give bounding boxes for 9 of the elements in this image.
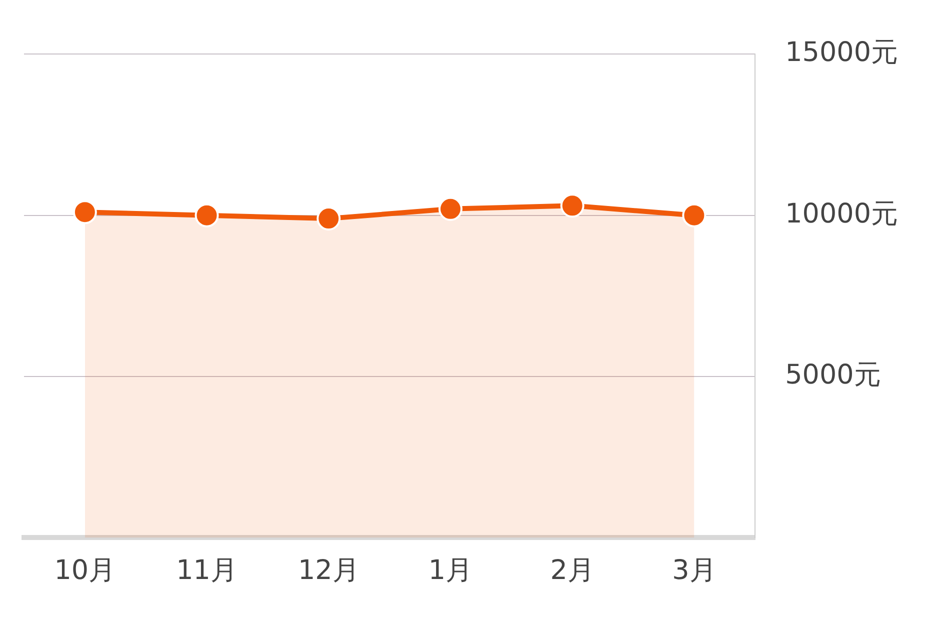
- y-tick-label: 10000元: [785, 198, 898, 230]
- x-tick-label: 1月: [428, 554, 473, 586]
- y-tick-label: 5000元: [785, 359, 881, 390]
- x-tick-label: 2月: [550, 554, 594, 586]
- x-tick-label: 3月: [672, 554, 716, 586]
- x-tick-label: 10月: [54, 554, 116, 586]
- x-tick-label: 11月: [176, 554, 238, 586]
- y-tick-label: 15000元: [785, 37, 898, 68]
- x-tick-label: 12月: [298, 554, 360, 586]
